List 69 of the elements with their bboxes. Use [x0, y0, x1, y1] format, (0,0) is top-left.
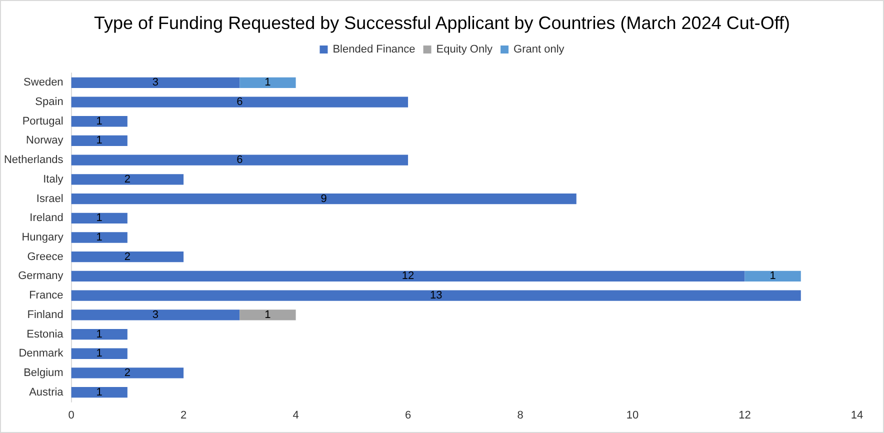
- data-label: 3: [152, 76, 159, 89]
- y-tick-label: Netherlands: [4, 154, 64, 166]
- bar: [71, 77, 240, 88]
- bar: [240, 77, 296, 88]
- y-tick-label: Italy: [43, 173, 64, 186]
- x-tick-label: 4: [292, 410, 299, 422]
- y-tick-label: Denmark: [18, 348, 64, 360]
- bar: [744, 270, 801, 282]
- bar: [71, 368, 184, 378]
- y-tick-label: Norway: [26, 134, 64, 147]
- x-tick-label: 2: [180, 410, 187, 422]
- data-label: 2: [124, 366, 130, 379]
- data-label: 6: [236, 96, 243, 108]
- data-label: 1: [96, 386, 102, 398]
- data-label: 13: [430, 290, 442, 302]
- y-tick-label: Israel: [36, 192, 64, 205]
- data-label: 6: [236, 154, 243, 166]
- bar: [71, 328, 128, 340]
- x-tick-label: 12: [738, 410, 751, 422]
- data-label: 3: [152, 308, 159, 321]
- x-tick-label: 6: [404, 410, 412, 422]
- data-label: 1: [264, 308, 271, 321]
- bar: [71, 193, 576, 204]
- bar: [71, 252, 184, 262]
- bar: [71, 232, 128, 243]
- data-label: 1: [264, 76, 271, 89]
- bar: [71, 96, 408, 108]
- y-tick-label: France: [29, 290, 64, 302]
- y-tick-label: Spain: [35, 96, 64, 108]
- bar: [71, 212, 128, 224]
- data-label: 1: [96, 348, 102, 360]
- x-tick-label: 10: [626, 410, 639, 422]
- y-tick-label: Germany: [18, 270, 64, 282]
- data-label: 1: [96, 328, 102, 340]
- data-label: 2: [124, 250, 130, 263]
- bar: [71, 290, 801, 301]
- y-tick-label: Hungary: [22, 232, 64, 244]
- bar: [71, 174, 184, 185]
- y-tick-label: Portugal: [22, 115, 64, 128]
- data-label: 1: [96, 212, 102, 224]
- y-tick-label: Austria: [29, 386, 64, 398]
- bar: [71, 116, 128, 127]
- legend-label: Blended Finance: [332, 44, 416, 56]
- data-label: 1: [770, 270, 776, 282]
- x-tick-label: 8: [517, 410, 524, 422]
- y-tick-label: Sweden: [24, 76, 64, 89]
- x-tick-label: 14: [850, 410, 864, 422]
- y-tick-label: Ireland: [30, 212, 64, 224]
- chart-title: Type of Funding Requested by Successful Applicant by Countries (March 2024 Cut-Off): [94, 13, 790, 33]
- data-label: 1: [96, 115, 102, 128]
- y-tick-label: Greece: [27, 250, 64, 263]
- y-tick-label: Finland: [27, 308, 64, 321]
- bar: [71, 135, 128, 146]
- bar: [71, 154, 408, 166]
- y-tick-label: Belgium: [24, 366, 64, 379]
- bar: [71, 310, 240, 320]
- data-label: 1: [96, 134, 102, 147]
- x-tick-label: 0: [68, 410, 74, 422]
- legend-label: Grant only: [514, 44, 565, 56]
- bar: [240, 310, 296, 320]
- data-label: 1: [96, 232, 102, 244]
- bar: [71, 348, 128, 359]
- data-label: 2: [124, 173, 130, 186]
- bar: [71, 387, 128, 398]
- data-label: 9: [320, 192, 327, 205]
- y-tick-label: Estonia: [26, 328, 64, 340]
- data-label: 12: [402, 270, 414, 282]
- legend-label: Equity Only: [436, 44, 494, 56]
- bar: [71, 270, 745, 282]
